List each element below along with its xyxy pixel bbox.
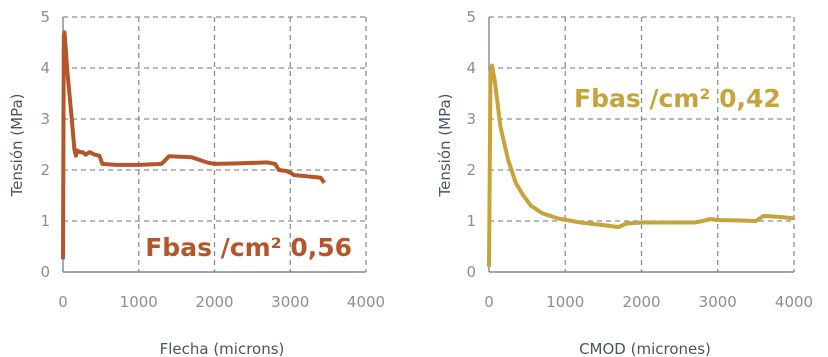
x-tick-label: 1000	[120, 293, 158, 311]
annotation-fbas: Fbas /cm² 0,56	[145, 233, 352, 262]
y-tick-label: 2	[466, 161, 476, 179]
series	[61, 30, 326, 260]
grid	[63, 16, 367, 272]
y-tick-label: 0	[40, 263, 50, 281]
chart-flecha: 0 1 2 3 4 5 0 1000 2000 3000 4000 Flecha (microns)…	[8, 8, 385, 357]
labels: 0 1 2 3 4 5 0 1000 2000 3000 4000	[466, 8, 813, 311]
y-tick-label: 1	[466, 212, 476, 230]
x-tick-label: 4000	[775, 293, 813, 311]
annotation-fbas: Fbas /cm² 0,42	[574, 84, 781, 113]
y-tick-label: 5	[40, 8, 50, 26]
x-tick-label: 2000	[195, 293, 233, 311]
y-tick-label: 4	[40, 59, 50, 77]
y-tick-label: 2	[40, 161, 50, 179]
x-tick-label: 4000	[347, 293, 385, 311]
x-axis-title: Flecha (microns)	[160, 340, 285, 357]
y-tick-label: 1	[40, 212, 50, 230]
labels: 0 1 2 3 4 5 0 1000 2000 3000 4000	[40, 8, 385, 311]
series-line	[61, 30, 326, 260]
y-tick-label: 3	[466, 110, 476, 128]
x-tick-label: 2000	[622, 293, 660, 311]
y-tick-label: 5	[466, 8, 476, 26]
y-axis-title: Tensión (MPa)	[8, 94, 26, 198]
y-tick-label: 3	[40, 110, 50, 128]
y-tick-label: 4	[466, 59, 476, 77]
grid	[489, 16, 795, 272]
x-tick-label: 0	[58, 293, 68, 311]
x-tick-label: 1000	[546, 293, 584, 311]
series	[487, 63, 795, 267]
series-line	[487, 63, 795, 267]
y-tick-label: 0	[466, 263, 476, 281]
x-tick-label: 3000	[271, 293, 309, 311]
x-tick-label: 3000	[699, 293, 737, 311]
x-tick-label: 0	[484, 293, 494, 311]
x-axis-title: CMOD (micrones)	[579, 340, 711, 357]
y-axis-title: Tensión (MPa)	[436, 94, 454, 198]
